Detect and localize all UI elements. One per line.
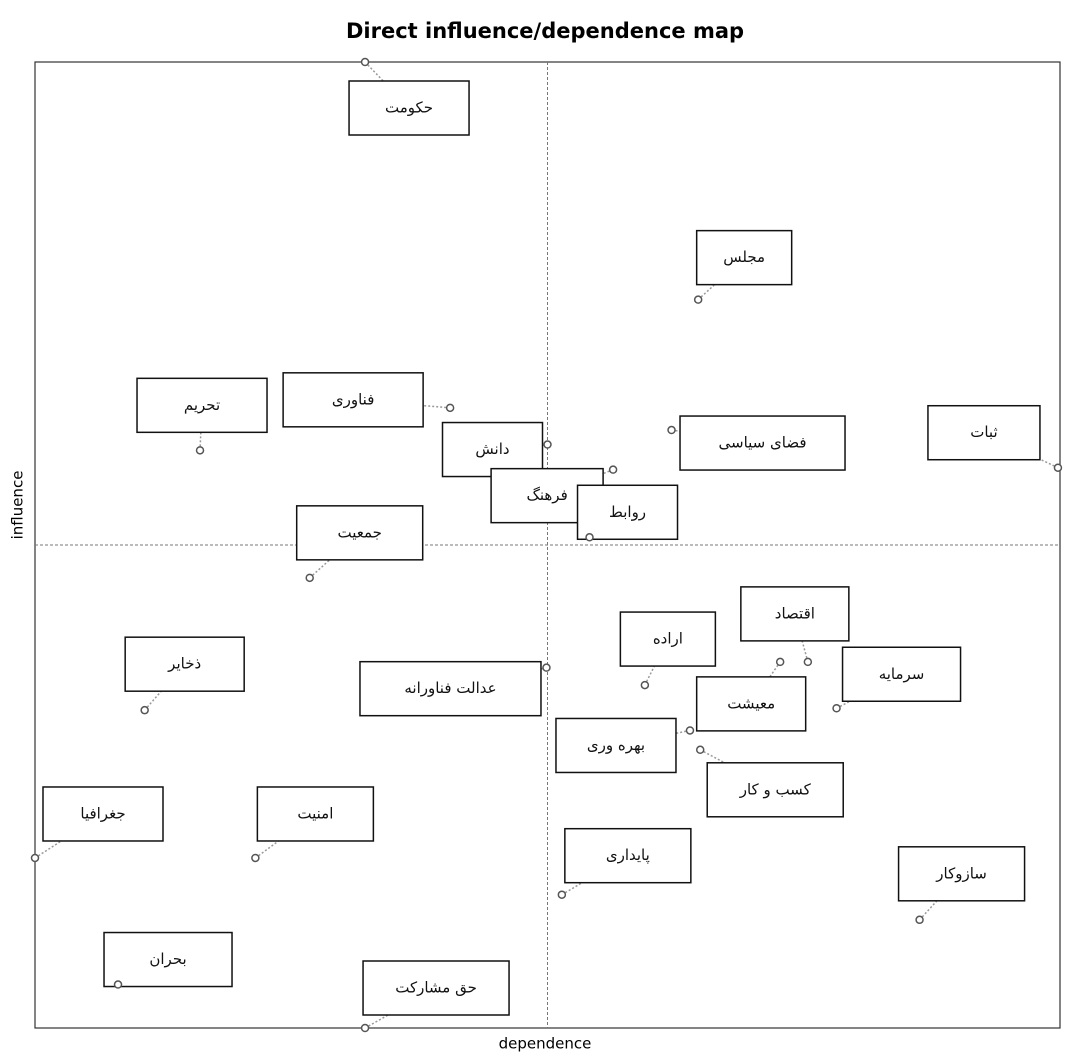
point-label: پایداری [606, 846, 650, 865]
point-label: معیشت [727, 694, 775, 712]
label-box [348, 80, 470, 136]
point [305, 573, 314, 583]
point-label: تحریم [184, 396, 220, 414]
point [445, 403, 455, 413]
connector [561, 855, 629, 896]
point [360, 1023, 370, 1033]
point-label: کسب و کار [739, 780, 812, 798]
label-box [441, 421, 544, 478]
point [1053, 463, 1063, 472]
label-box [42, 786, 164, 842]
point-label: اراده [653, 630, 683, 648]
point-label: حکومت [385, 99, 433, 117]
point [640, 680, 650, 690]
point [195, 446, 205, 455]
point [30, 853, 40, 863]
label-box [136, 377, 268, 434]
point [608, 465, 618, 474]
point [542, 663, 551, 672]
point-label: دانش [475, 440, 509, 458]
label-box [679, 415, 846, 471]
label-box [359, 660, 542, 717]
point [543, 440, 552, 449]
point [693, 295, 703, 304]
point-label: فرهنگ [526, 486, 567, 504]
points [30, 57, 1063, 1033]
point [140, 705, 149, 715]
chart-title: Direct influence/dependence map [346, 19, 744, 43]
point-label: فناوری [332, 390, 375, 408]
label-box [295, 505, 424, 561]
label-box [695, 229, 793, 286]
point [695, 745, 705, 755]
y-axis-label: influence [9, 471, 27, 540]
point [113, 980, 123, 989]
point-label: ذخایر [167, 655, 201, 673]
point [360, 57, 370, 67]
label-box [362, 960, 510, 1016]
point-label: حق مشارکت [395, 979, 477, 997]
label-box [695, 676, 807, 732]
point-label: اقتصاد [775, 604, 815, 622]
point [585, 533, 594, 542]
point [667, 425, 676, 435]
label-box [706, 762, 844, 818]
label-box [576, 484, 679, 541]
label-box [897, 846, 1026, 902]
point [685, 726, 695, 735]
point [832, 704, 841, 713]
label-box [124, 636, 245, 692]
point-label: روابط [609, 503, 646, 521]
point [915, 915, 924, 925]
label-box [619, 611, 717, 667]
point-label: عدالت فناورانه [404, 679, 496, 697]
point [775, 657, 785, 667]
point [251, 853, 260, 863]
point-label: امنیت [297, 804, 333, 822]
point-label: مجلس [723, 248, 765, 266]
point-label: جغرافیا [80, 804, 125, 822]
x-axis-label: dependence [499, 1035, 592, 1053]
label-box [564, 827, 692, 884]
point-label: فضای سیاسی [719, 434, 807, 452]
labels: حکومت مجلس تحریم فناوری دانش فرهنگ روابط فضای س… [42, 80, 1041, 1016]
label-box [555, 717, 677, 774]
point-label: سازوکار [935, 864, 987, 882]
label-box [256, 786, 375, 842]
point-label: بهره وری [587, 736, 645, 754]
point-label: سرمایه [879, 665, 925, 683]
label-box [740, 586, 850, 642]
label-box [282, 372, 424, 428]
label-box [103, 931, 233, 988]
point [803, 657, 813, 667]
point-label: بحران [149, 950, 186, 968]
point-label: ثبات [970, 423, 997, 441]
label-box [927, 404, 1041, 461]
point-label: جمعیت [337, 523, 381, 541]
point [557, 890, 567, 899]
label-box [841, 646, 962, 703]
